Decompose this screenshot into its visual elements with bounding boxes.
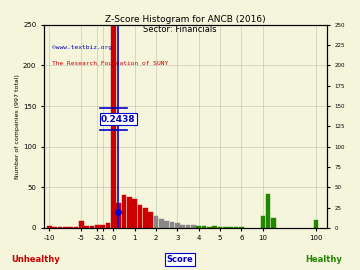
Text: Unhealthy: Unhealthy bbox=[12, 255, 60, 264]
Bar bbox=[63, 227, 68, 228]
Bar bbox=[148, 212, 153, 228]
Bar bbox=[143, 208, 148, 228]
Bar bbox=[68, 227, 73, 228]
Bar bbox=[138, 205, 142, 228]
Bar bbox=[90, 226, 94, 228]
Text: Sector: Financials: Sector: Financials bbox=[143, 25, 217, 34]
Bar bbox=[202, 226, 206, 228]
Bar bbox=[207, 227, 212, 228]
Bar bbox=[95, 225, 100, 228]
Bar bbox=[159, 219, 164, 228]
Bar bbox=[266, 194, 270, 228]
Bar bbox=[229, 227, 233, 228]
Bar bbox=[234, 227, 238, 228]
Title: Z-Score Histogram for ANCB (2016): Z-Score Histogram for ANCB (2016) bbox=[105, 15, 266, 24]
Text: The Research Foundation of SUNY: The Research Foundation of SUNY bbox=[53, 61, 168, 66]
Bar bbox=[271, 218, 276, 228]
Bar bbox=[84, 226, 89, 228]
Bar bbox=[74, 227, 78, 228]
Bar bbox=[106, 223, 110, 228]
Bar bbox=[239, 227, 244, 228]
Bar bbox=[223, 227, 228, 228]
Bar bbox=[58, 227, 62, 228]
Bar bbox=[191, 225, 196, 228]
Bar bbox=[261, 216, 265, 228]
Bar bbox=[111, 25, 116, 228]
Bar bbox=[79, 221, 84, 228]
Bar bbox=[100, 225, 105, 228]
Bar bbox=[116, 204, 121, 228]
Bar bbox=[175, 223, 180, 228]
Text: ©www.textbiz.org: ©www.textbiz.org bbox=[53, 45, 112, 50]
Bar bbox=[122, 195, 126, 228]
Bar bbox=[127, 197, 132, 228]
Y-axis label: Number of companies (997 total): Number of companies (997 total) bbox=[15, 74, 20, 179]
Bar bbox=[212, 226, 217, 228]
Bar bbox=[314, 220, 319, 228]
Bar bbox=[47, 226, 51, 228]
Bar bbox=[218, 227, 222, 228]
Bar bbox=[154, 217, 158, 228]
Text: Healthy: Healthy bbox=[306, 255, 342, 264]
Bar bbox=[180, 225, 185, 228]
Bar bbox=[186, 225, 190, 228]
Text: Score: Score bbox=[167, 255, 193, 264]
Text: 0.2438: 0.2438 bbox=[101, 114, 135, 123]
Bar bbox=[52, 227, 57, 228]
Bar bbox=[165, 221, 169, 228]
Bar bbox=[170, 222, 174, 228]
Bar bbox=[197, 226, 201, 228]
Bar bbox=[132, 200, 137, 228]
